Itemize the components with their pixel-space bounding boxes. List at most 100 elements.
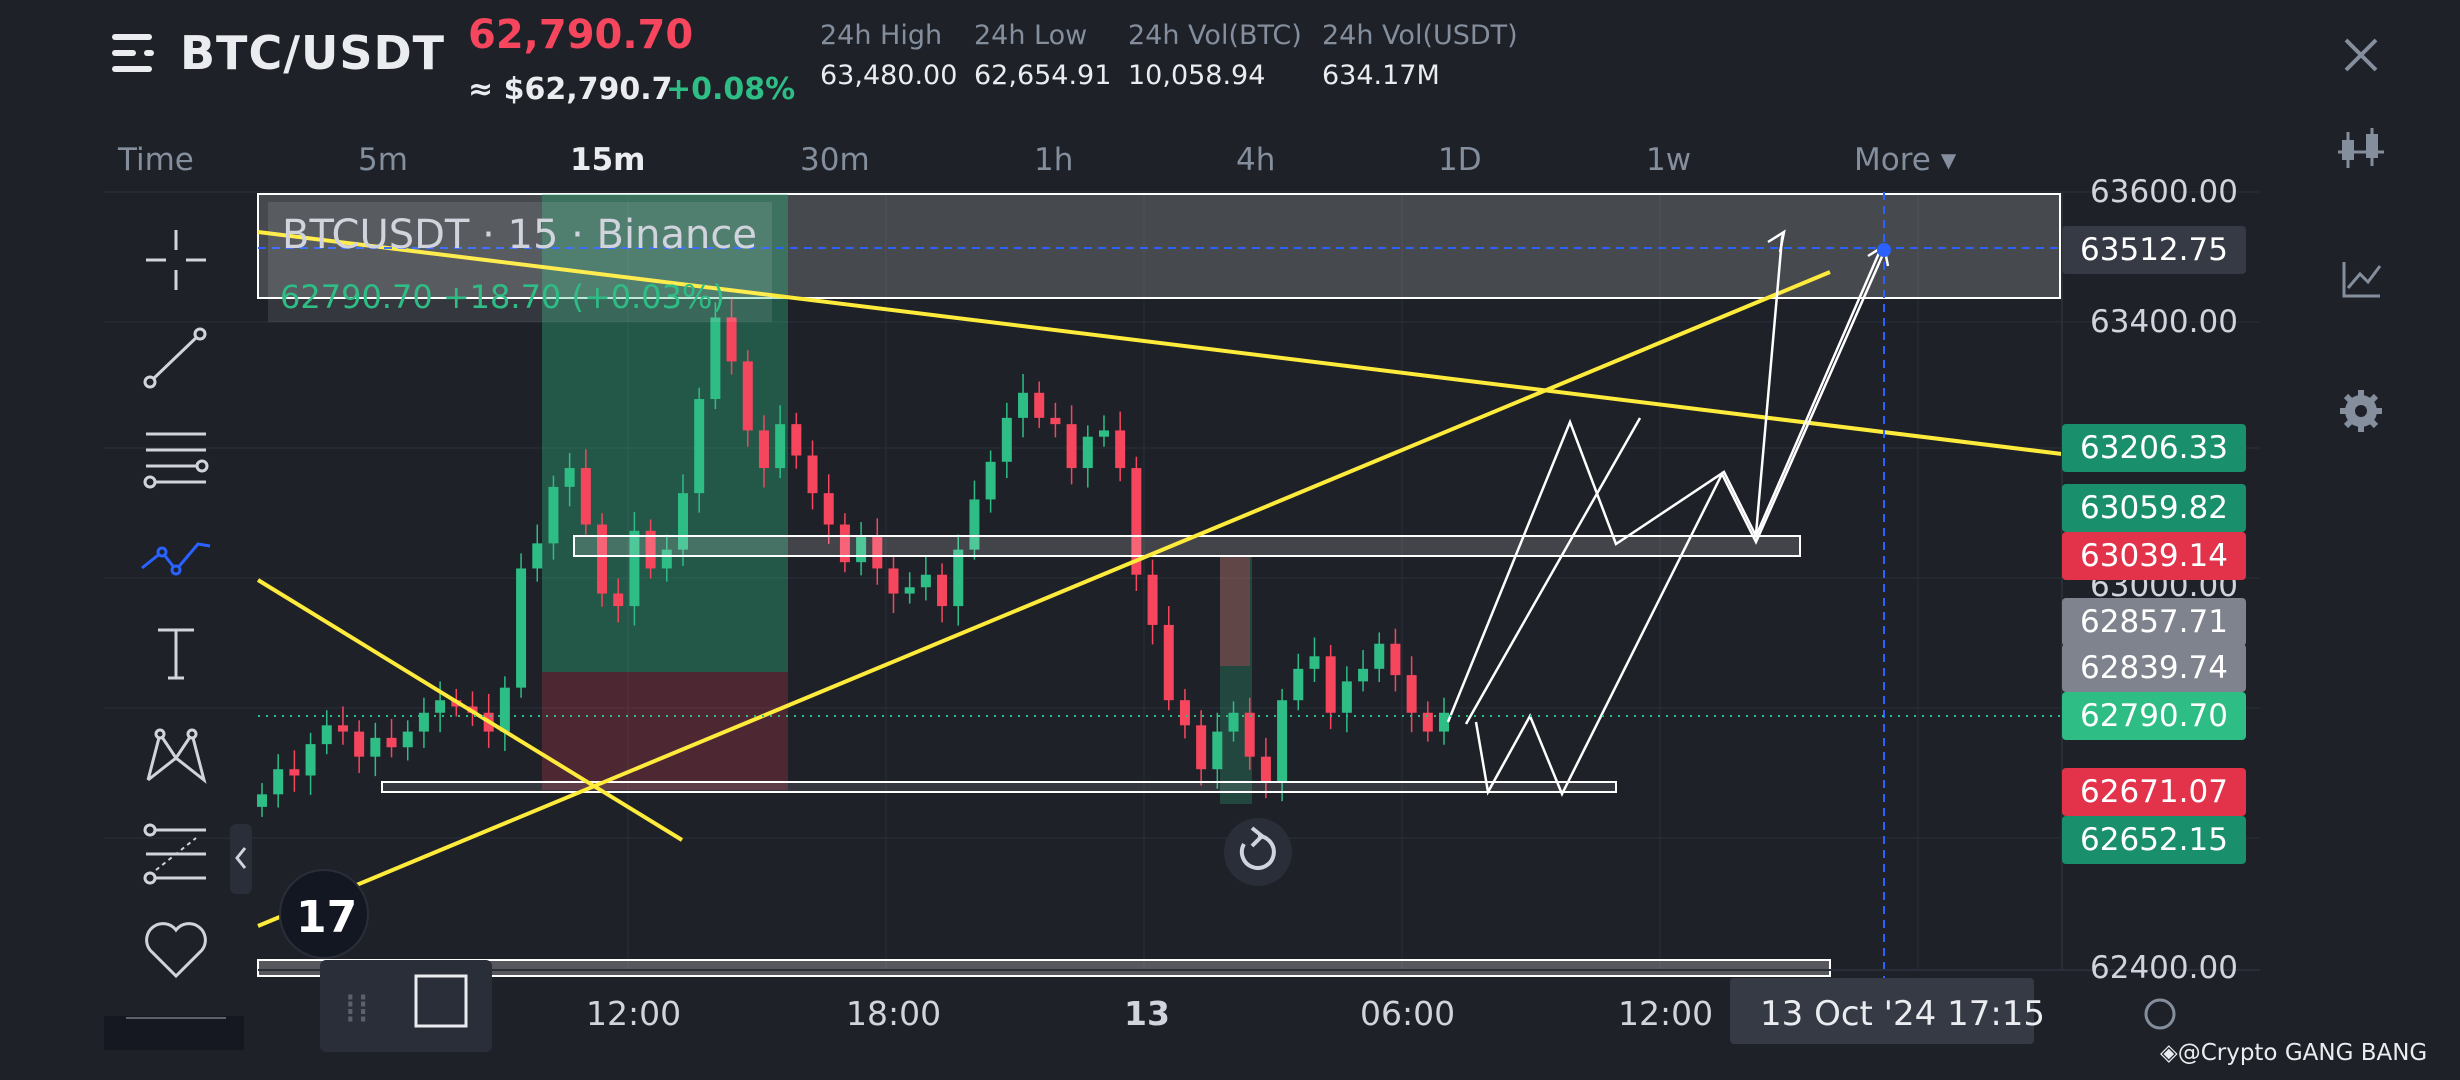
- candle-body: [597, 524, 608, 594]
- select-box-icon[interactable]: [414, 974, 468, 1028]
- ascending-trendline[interactable]: [257, 270, 1831, 928]
- price-badge-crosshair: 63512.75: [2062, 226, 2246, 274]
- y-tick-62400: 62400.00: [2090, 950, 2238, 986]
- path-icon[interactable]: [136, 516, 216, 596]
- chart-legend-box: [268, 202, 772, 322]
- candle-body: [694, 399, 705, 494]
- candle-body: [953, 549, 964, 607]
- candle-body: [1341, 681, 1352, 713]
- descending-trendline[interactable]: [257, 230, 2063, 456]
- short-target-zone: [1220, 556, 1252, 804]
- arrowhead-a: [1767, 229, 1786, 253]
- drawing-bar: [320, 960, 492, 1052]
- theme-icon[interactable]: [2144, 998, 2176, 1030]
- short-trendline[interactable]: [256, 578, 684, 842]
- candle-body: [337, 725, 348, 732]
- candle-type-icon[interactable]: [2336, 126, 2386, 176]
- interval-time[interactable]: Time: [118, 142, 194, 178]
- crosshair-icon[interactable]: [136, 220, 216, 300]
- favorite-icon[interactable]: [136, 910, 216, 990]
- reset-icon: [1239, 834, 1276, 870]
- interval-30m[interactable]: 30m: [800, 142, 870, 178]
- candle-body: [1358, 668, 1369, 682]
- crosshair-time-label: 13 Oct '24 17:15: [1760, 994, 2046, 1034]
- indicator-icon[interactable]: [2336, 254, 2386, 304]
- support-box[interactable]: [381, 781, 1617, 793]
- chart-legend-title[interactable]: BTCUSDT · 15 · Binance: [282, 212, 757, 258]
- crosshair-dot: [1877, 243, 1891, 257]
- x-tick-1200a: 12:00: [586, 994, 682, 1033]
- candle-body: [532, 543, 543, 569]
- candle-body: [305, 744, 316, 776]
- candle-body: [1098, 430, 1109, 437]
- text-icon[interactable]: [136, 614, 216, 694]
- drag-handle-icon[interactable]: ⁞⁞: [344, 986, 369, 1032]
- watermark: ◈@Crypto GANG BANG: [2160, 1040, 2428, 1066]
- projection-path-a[interactable]: [1446, 245, 1884, 723]
- interval-4h[interactable]: 4h: [1236, 142, 1276, 178]
- candle-body: [1309, 656, 1320, 669]
- candle-body: [1293, 668, 1304, 701]
- projection-path-b[interactable]: [1474, 251, 1886, 798]
- candle-body: [580, 468, 591, 525]
- settings-icon[interactable]: [2336, 386, 2386, 436]
- interval-1h[interactable]: 1h: [1034, 142, 1074, 178]
- pattern-icon[interactable]: [136, 714, 216, 794]
- candle-body: [937, 574, 948, 607]
- candle-body: [418, 712, 429, 732]
- price-badge-last: 62790.70: [2062, 692, 2246, 740]
- candle-body: [1244, 712, 1255, 757]
- price-badge-mark-a: 62857.71: [2062, 598, 2246, 646]
- candle-body: [1325, 656, 1336, 713]
- toolbar-collapse-toggle[interactable]: [230, 824, 252, 894]
- interval-1d[interactable]: 1D: [1438, 142, 1482, 178]
- pair-title[interactable]: BTC/USDT: [180, 26, 446, 80]
- close-icon[interactable]: [2336, 30, 2386, 80]
- stat-low-value: 62,654.91: [974, 60, 1112, 91]
- ruler-icon[interactable]: [136, 814, 216, 894]
- candle-body: [1147, 574, 1158, 625]
- candle-body: [321, 725, 332, 745]
- candle-body: [985, 461, 996, 500]
- trendline-icon[interactable]: [136, 318, 216, 398]
- candle-body: [354, 731, 365, 757]
- candle-body: [872, 537, 883, 569]
- short-stop-zone: [1220, 556, 1250, 666]
- tradingview-logo[interactable]: [279, 869, 369, 959]
- menu-icon[interactable]: [112, 30, 160, 78]
- interval-more[interactable]: More ▾: [1854, 142, 1957, 178]
- last-price: 62,790.70: [468, 12, 694, 58]
- fib-icon[interactable]: [136, 420, 216, 500]
- resistance-zone[interactable]: [257, 193, 2061, 299]
- candle-body: [1374, 643, 1385, 669]
- candle-body: [969, 499, 980, 550]
- candle-body: [1115, 430, 1126, 469]
- candle-body: [499, 687, 510, 732]
- candle-body: [1001, 417, 1012, 462]
- interval-15m[interactable]: 15m: [570, 142, 646, 178]
- x-tick-13: 13: [1124, 994, 1170, 1033]
- candle-body: [888, 568, 899, 594]
- candle-body: [807, 455, 818, 494]
- chevron-left-icon: [235, 847, 247, 869]
- candle-body: [1212, 731, 1223, 770]
- price-badge-range-top: 63059.82: [2062, 484, 2246, 532]
- mid-range-box[interactable]: [573, 535, 1801, 557]
- reset-chart-button[interactable]: [1224, 818, 1292, 886]
- tradingview-logo-text: 17: [296, 892, 357, 943]
- candle-body: [1406, 675, 1417, 713]
- candle-body: [791, 424, 802, 456]
- projection-path-c: [1464, 417, 1642, 725]
- candle-body: [629, 530, 640, 607]
- candle-body: [1163, 624, 1174, 701]
- candle-body: [289, 769, 300, 776]
- long-stop-zone[interactable]: [542, 672, 788, 790]
- x-tick-0600: 06:00: [1360, 994, 1456, 1033]
- candle-body: [386, 737, 397, 748]
- candle-body: [1066, 424, 1077, 469]
- candle-body: [839, 524, 850, 563]
- interval-5m[interactable]: 5m: [358, 142, 408, 178]
- interval-1w[interactable]: 1w: [1646, 142, 1692, 178]
- candle-body: [904, 587, 915, 594]
